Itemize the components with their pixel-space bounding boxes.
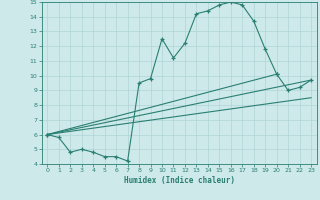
X-axis label: Humidex (Indice chaleur): Humidex (Indice chaleur) — [124, 176, 235, 185]
